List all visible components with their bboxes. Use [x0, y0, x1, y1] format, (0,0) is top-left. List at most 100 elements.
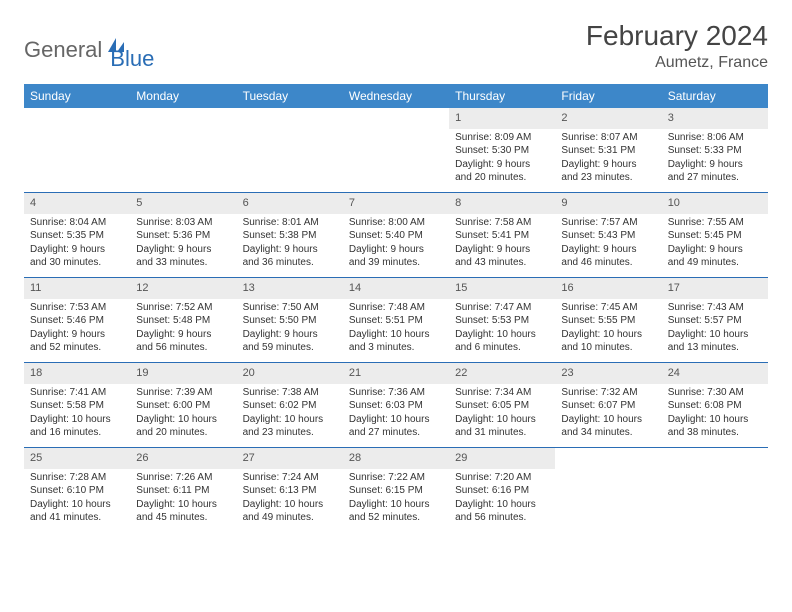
day-number: 11 [24, 278, 130, 299]
calendar-cell [237, 108, 343, 192]
sunrise-text: Sunrise: 7:39 AM [136, 386, 230, 400]
calendar-cell: 8Sunrise: 7:58 AMSunset: 5:41 PMDaylight… [449, 193, 555, 277]
cell-body: Sunrise: 7:47 AMSunset: 5:53 PMDaylight:… [449, 301, 555, 359]
cell-body: Sunrise: 7:55 AMSunset: 5:45 PMDaylight:… [662, 216, 768, 274]
calendar-cell: 5Sunrise: 8:03 AMSunset: 5:36 PMDaylight… [130, 193, 236, 277]
cell-body: Sunrise: 7:48 AMSunset: 5:51 PMDaylight:… [343, 301, 449, 359]
sunrise-text: Sunrise: 7:34 AM [455, 386, 549, 400]
sunset-text: Sunset: 5:40 PM [349, 229, 443, 243]
cell-body: Sunrise: 7:38 AMSunset: 6:02 PMDaylight:… [237, 386, 343, 444]
day-number: 15 [449, 278, 555, 299]
sunrise-text: Sunrise: 7:41 AM [30, 386, 124, 400]
sunset-text: Sunset: 6:00 PM [136, 399, 230, 413]
cell-body: Sunrise: 7:53 AMSunset: 5:46 PMDaylight:… [24, 301, 130, 359]
sunrise-text: Sunrise: 7:36 AM [349, 386, 443, 400]
daylight-text: Daylight: 10 hours and 52 minutes. [349, 498, 443, 525]
day-header: Saturday [662, 84, 768, 108]
daylight-text: Daylight: 9 hours and 39 minutes. [349, 243, 443, 270]
calendar-cell: 6Sunrise: 8:01 AMSunset: 5:38 PMDaylight… [237, 193, 343, 277]
sunset-text: Sunset: 5:35 PM [30, 229, 124, 243]
cell-body: Sunrise: 7:22 AMSunset: 6:15 PMDaylight:… [343, 471, 449, 529]
day-header: Monday [130, 84, 236, 108]
sunrise-text: Sunrise: 8:01 AM [243, 216, 337, 230]
sunset-text: Sunset: 5:45 PM [668, 229, 762, 243]
calendar-cell [24, 108, 130, 192]
cell-body: Sunrise: 7:26 AMSunset: 6:11 PMDaylight:… [130, 471, 236, 529]
day-number: 4 [24, 193, 130, 214]
cell-body: Sunrise: 7:24 AMSunset: 6:13 PMDaylight:… [237, 471, 343, 529]
cell-body: Sunrise: 7:50 AMSunset: 5:50 PMDaylight:… [237, 301, 343, 359]
daylight-text: Daylight: 9 hours and 33 minutes. [136, 243, 230, 270]
day-number: 23 [555, 363, 661, 384]
calendar-cell: 11Sunrise: 7:53 AMSunset: 5:46 PMDayligh… [24, 278, 130, 362]
daylight-text: Daylight: 9 hours and 43 minutes. [455, 243, 549, 270]
daylight-text: Daylight: 9 hours and 59 minutes. [243, 328, 337, 355]
calendar-cell: 1Sunrise: 8:09 AMSunset: 5:30 PMDaylight… [449, 108, 555, 192]
daylight-text: Daylight: 10 hours and 56 minutes. [455, 498, 549, 525]
daylight-text: Daylight: 9 hours and 36 minutes. [243, 243, 337, 270]
cell-body: Sunrise: 7:41 AMSunset: 5:58 PMDaylight:… [24, 386, 130, 444]
sunrise-text: Sunrise: 8:09 AM [455, 131, 549, 145]
calendar-cell: 21Sunrise: 7:36 AMSunset: 6:03 PMDayligh… [343, 363, 449, 447]
daylight-text: Daylight: 9 hours and 27 minutes. [668, 158, 762, 185]
sunset-text: Sunset: 5:53 PM [455, 314, 549, 328]
day-number: 1 [449, 108, 555, 129]
day-number: 12 [130, 278, 236, 299]
daylight-text: Daylight: 10 hours and 27 minutes. [349, 413, 443, 440]
daylight-text: Daylight: 10 hours and 16 minutes. [30, 413, 124, 440]
cell-body: Sunrise: 8:09 AMSunset: 5:30 PMDaylight:… [449, 131, 555, 189]
day-header: Sunday [24, 84, 130, 108]
calendar-cell: 23Sunrise: 7:32 AMSunset: 6:07 PMDayligh… [555, 363, 661, 447]
sunset-text: Sunset: 5:31 PM [561, 144, 655, 158]
sunrise-text: Sunrise: 7:24 AM [243, 471, 337, 485]
location: Aumetz, France [586, 54, 768, 72]
calendar-cell: 15Sunrise: 7:47 AMSunset: 5:53 PMDayligh… [449, 278, 555, 362]
calendar-cell: 9Sunrise: 7:57 AMSunset: 5:43 PMDaylight… [555, 193, 661, 277]
sunset-text: Sunset: 5:41 PM [455, 229, 549, 243]
cell-body: Sunrise: 7:32 AMSunset: 6:07 PMDaylight:… [555, 386, 661, 444]
day-number: 26 [130, 448, 236, 469]
sunset-text: Sunset: 5:57 PM [668, 314, 762, 328]
sunrise-text: Sunrise: 7:32 AM [561, 386, 655, 400]
sunset-text: Sunset: 6:15 PM [349, 484, 443, 498]
daylight-text: Daylight: 10 hours and 31 minutes. [455, 413, 549, 440]
day-header: Friday [555, 84, 661, 108]
day-number: 27 [237, 448, 343, 469]
week-row: 18Sunrise: 7:41 AMSunset: 5:58 PMDayligh… [24, 363, 768, 448]
sunset-text: Sunset: 6:10 PM [30, 484, 124, 498]
week-row: 1Sunrise: 8:09 AMSunset: 5:30 PMDaylight… [24, 108, 768, 193]
cell-body: Sunrise: 8:04 AMSunset: 5:35 PMDaylight:… [24, 216, 130, 274]
calendar-cell: 28Sunrise: 7:22 AMSunset: 6:15 PMDayligh… [343, 448, 449, 532]
calendar-cell [662, 448, 768, 532]
day-number: 8 [449, 193, 555, 214]
cell-body: Sunrise: 7:52 AMSunset: 5:48 PMDaylight:… [130, 301, 236, 359]
day-header-row: SundayMondayTuesdayWednesdayThursdayFrid… [24, 84, 768, 108]
day-number: 5 [130, 193, 236, 214]
sunrise-text: Sunrise: 8:06 AM [668, 131, 762, 145]
cell-body: Sunrise: 7:30 AMSunset: 6:08 PMDaylight:… [662, 386, 768, 444]
cell-body: Sunrise: 7:36 AMSunset: 6:03 PMDaylight:… [343, 386, 449, 444]
sunrise-text: Sunrise: 7:43 AM [668, 301, 762, 315]
sunset-text: Sunset: 6:11 PM [136, 484, 230, 498]
sunrise-text: Sunrise: 7:48 AM [349, 301, 443, 315]
sunset-text: Sunset: 5:58 PM [30, 399, 124, 413]
sunset-text: Sunset: 5:50 PM [243, 314, 337, 328]
daylight-text: Daylight: 9 hours and 30 minutes. [30, 243, 124, 270]
sunrise-text: Sunrise: 7:38 AM [243, 386, 337, 400]
day-header: Wednesday [343, 84, 449, 108]
sunset-text: Sunset: 6:16 PM [455, 484, 549, 498]
week-row: 25Sunrise: 7:28 AMSunset: 6:10 PMDayligh… [24, 448, 768, 532]
calendar-cell: 2Sunrise: 8:07 AMSunset: 5:31 PMDaylight… [555, 108, 661, 192]
sunrise-text: Sunrise: 7:55 AM [668, 216, 762, 230]
cell-body: Sunrise: 7:57 AMSunset: 5:43 PMDaylight:… [555, 216, 661, 274]
daylight-text: Daylight: 10 hours and 6 minutes. [455, 328, 549, 355]
cell-body: Sunrise: 7:45 AMSunset: 5:55 PMDaylight:… [555, 301, 661, 359]
sunrise-text: Sunrise: 7:57 AM [561, 216, 655, 230]
day-number: 16 [555, 278, 661, 299]
daylight-text: Daylight: 9 hours and 52 minutes. [30, 328, 124, 355]
sunrise-text: Sunrise: 8:00 AM [349, 216, 443, 230]
calendar-cell [130, 108, 236, 192]
calendar-cell [343, 108, 449, 192]
calendar-cell: 20Sunrise: 7:38 AMSunset: 6:02 PMDayligh… [237, 363, 343, 447]
calendar-cell: 3Sunrise: 8:06 AMSunset: 5:33 PMDaylight… [662, 108, 768, 192]
